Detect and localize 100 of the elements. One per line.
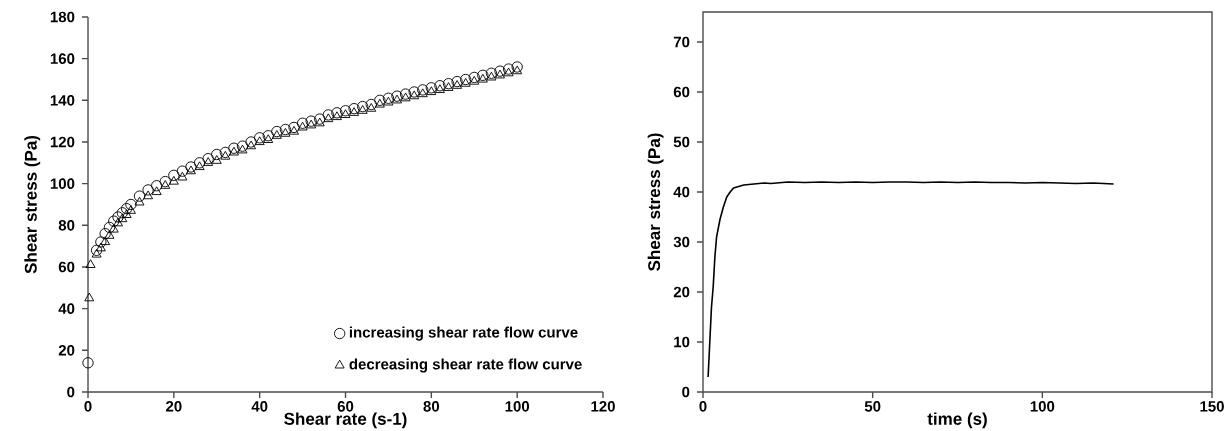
- point: [202, 153, 214, 165]
- point: [323, 113, 334, 123]
- point: [220, 150, 231, 160]
- point: [382, 92, 395, 104]
- point: [194, 161, 205, 171]
- point: [113, 217, 123, 227]
- point: [331, 111, 342, 121]
- y-tick-label: 120: [50, 136, 75, 148]
- point: [383, 96, 394, 106]
- point: [125, 205, 136, 214]
- point: [485, 67, 498, 79]
- x-tick-label: 120: [591, 401, 615, 412]
- point: [495, 69, 505, 79]
- point: [502, 63, 515, 75]
- point: [349, 107, 360, 116]
- y-tick-label: 100: [50, 178, 75, 189]
- point: [262, 130, 274, 142]
- point: [331, 107, 343, 119]
- point: [460, 78, 471, 87]
- point: [296, 117, 309, 129]
- point: [95, 242, 106, 252]
- point: [314, 113, 326, 125]
- x-tick-label: 60: [337, 401, 354, 412]
- point: [392, 94, 402, 104]
- point: [348, 103, 360, 115]
- point: [104, 230, 115, 239]
- point: [417, 84, 429, 96]
- point: [263, 134, 274, 143]
- point: [443, 82, 454, 91]
- point: [151, 180, 163, 192]
- y-tick-label: 180: [50, 11, 75, 23]
- x-tick-label: 100: [505, 401, 530, 412]
- point: [193, 157, 206, 169]
- point: [511, 61, 523, 73]
- point: [108, 215, 120, 227]
- point: [121, 209, 132, 218]
- y-tick-label: 40: [58, 303, 75, 314]
- point: [236, 140, 249, 152]
- point: [228, 146, 239, 156]
- y-tick-label: 10: [674, 336, 690, 348]
- point: [84, 292, 95, 302]
- y-tick-label: 50: [673, 136, 690, 148]
- point: [339, 105, 352, 117]
- point: [246, 140, 257, 150]
- y-tick-label: 60: [58, 261, 75, 273]
- point: [219, 146, 231, 159]
- point: [108, 223, 119, 233]
- point: [245, 136, 257, 148]
- point: [143, 190, 154, 200]
- point: [211, 155, 222, 164]
- point: [280, 127, 291, 137]
- y-tick-label: 60: [673, 86, 690, 98]
- x-tick-label: 50: [864, 401, 881, 412]
- point: [426, 86, 437, 96]
- point: [374, 94, 386, 106]
- point: [442, 78, 455, 90]
- y-axis-title: Shear stress (Pa): [24, 135, 41, 274]
- point: [468, 71, 480, 84]
- point: [408, 86, 420, 98]
- point: [177, 171, 188, 181]
- point: [160, 180, 171, 189]
- point: [477, 69, 489, 81]
- point: [151, 186, 162, 196]
- y-tick-label: 140: [50, 95, 75, 106]
- point: [357, 100, 369, 113]
- y-tick-label: 20: [58, 345, 75, 356]
- point: [365, 98, 377, 111]
- point: [211, 148, 223, 161]
- point: [409, 90, 420, 100]
- point: [469, 75, 480, 85]
- point: [434, 80, 446, 92]
- point: [254, 136, 265, 146]
- point: [168, 175, 179, 185]
- point: [99, 228, 111, 240]
- point: [125, 198, 137, 211]
- point: [254, 132, 266, 144]
- point: [116, 207, 128, 219]
- point: [297, 121, 308, 131]
- point: [399, 88, 412, 100]
- point: [305, 115, 317, 127]
- point: [142, 184, 154, 196]
- x-tick-label: 0: [84, 401, 92, 412]
- point: [90, 244, 103, 256]
- point: [279, 123, 292, 136]
- point: [486, 71, 497, 81]
- point: [176, 165, 189, 177]
- y-tick-label: 0: [67, 386, 75, 398]
- point: [477, 73, 488, 83]
- point: [460, 73, 472, 86]
- y-axis-title: Shear stress (Pa): [647, 133, 664, 271]
- x-axis-title: Shear rate (s-1): [284, 412, 407, 429]
- point: [451, 75, 463, 88]
- y-tick-label: 160: [50, 53, 75, 64]
- x-tick-label: 0: [699, 401, 707, 412]
- point: [374, 98, 385, 108]
- point: [134, 196, 145, 206]
- x-tick-label: 100: [1030, 401, 1055, 412]
- y-tick-label: 40: [673, 186, 690, 198]
- point: [133, 190, 146, 202]
- point: [82, 357, 94, 369]
